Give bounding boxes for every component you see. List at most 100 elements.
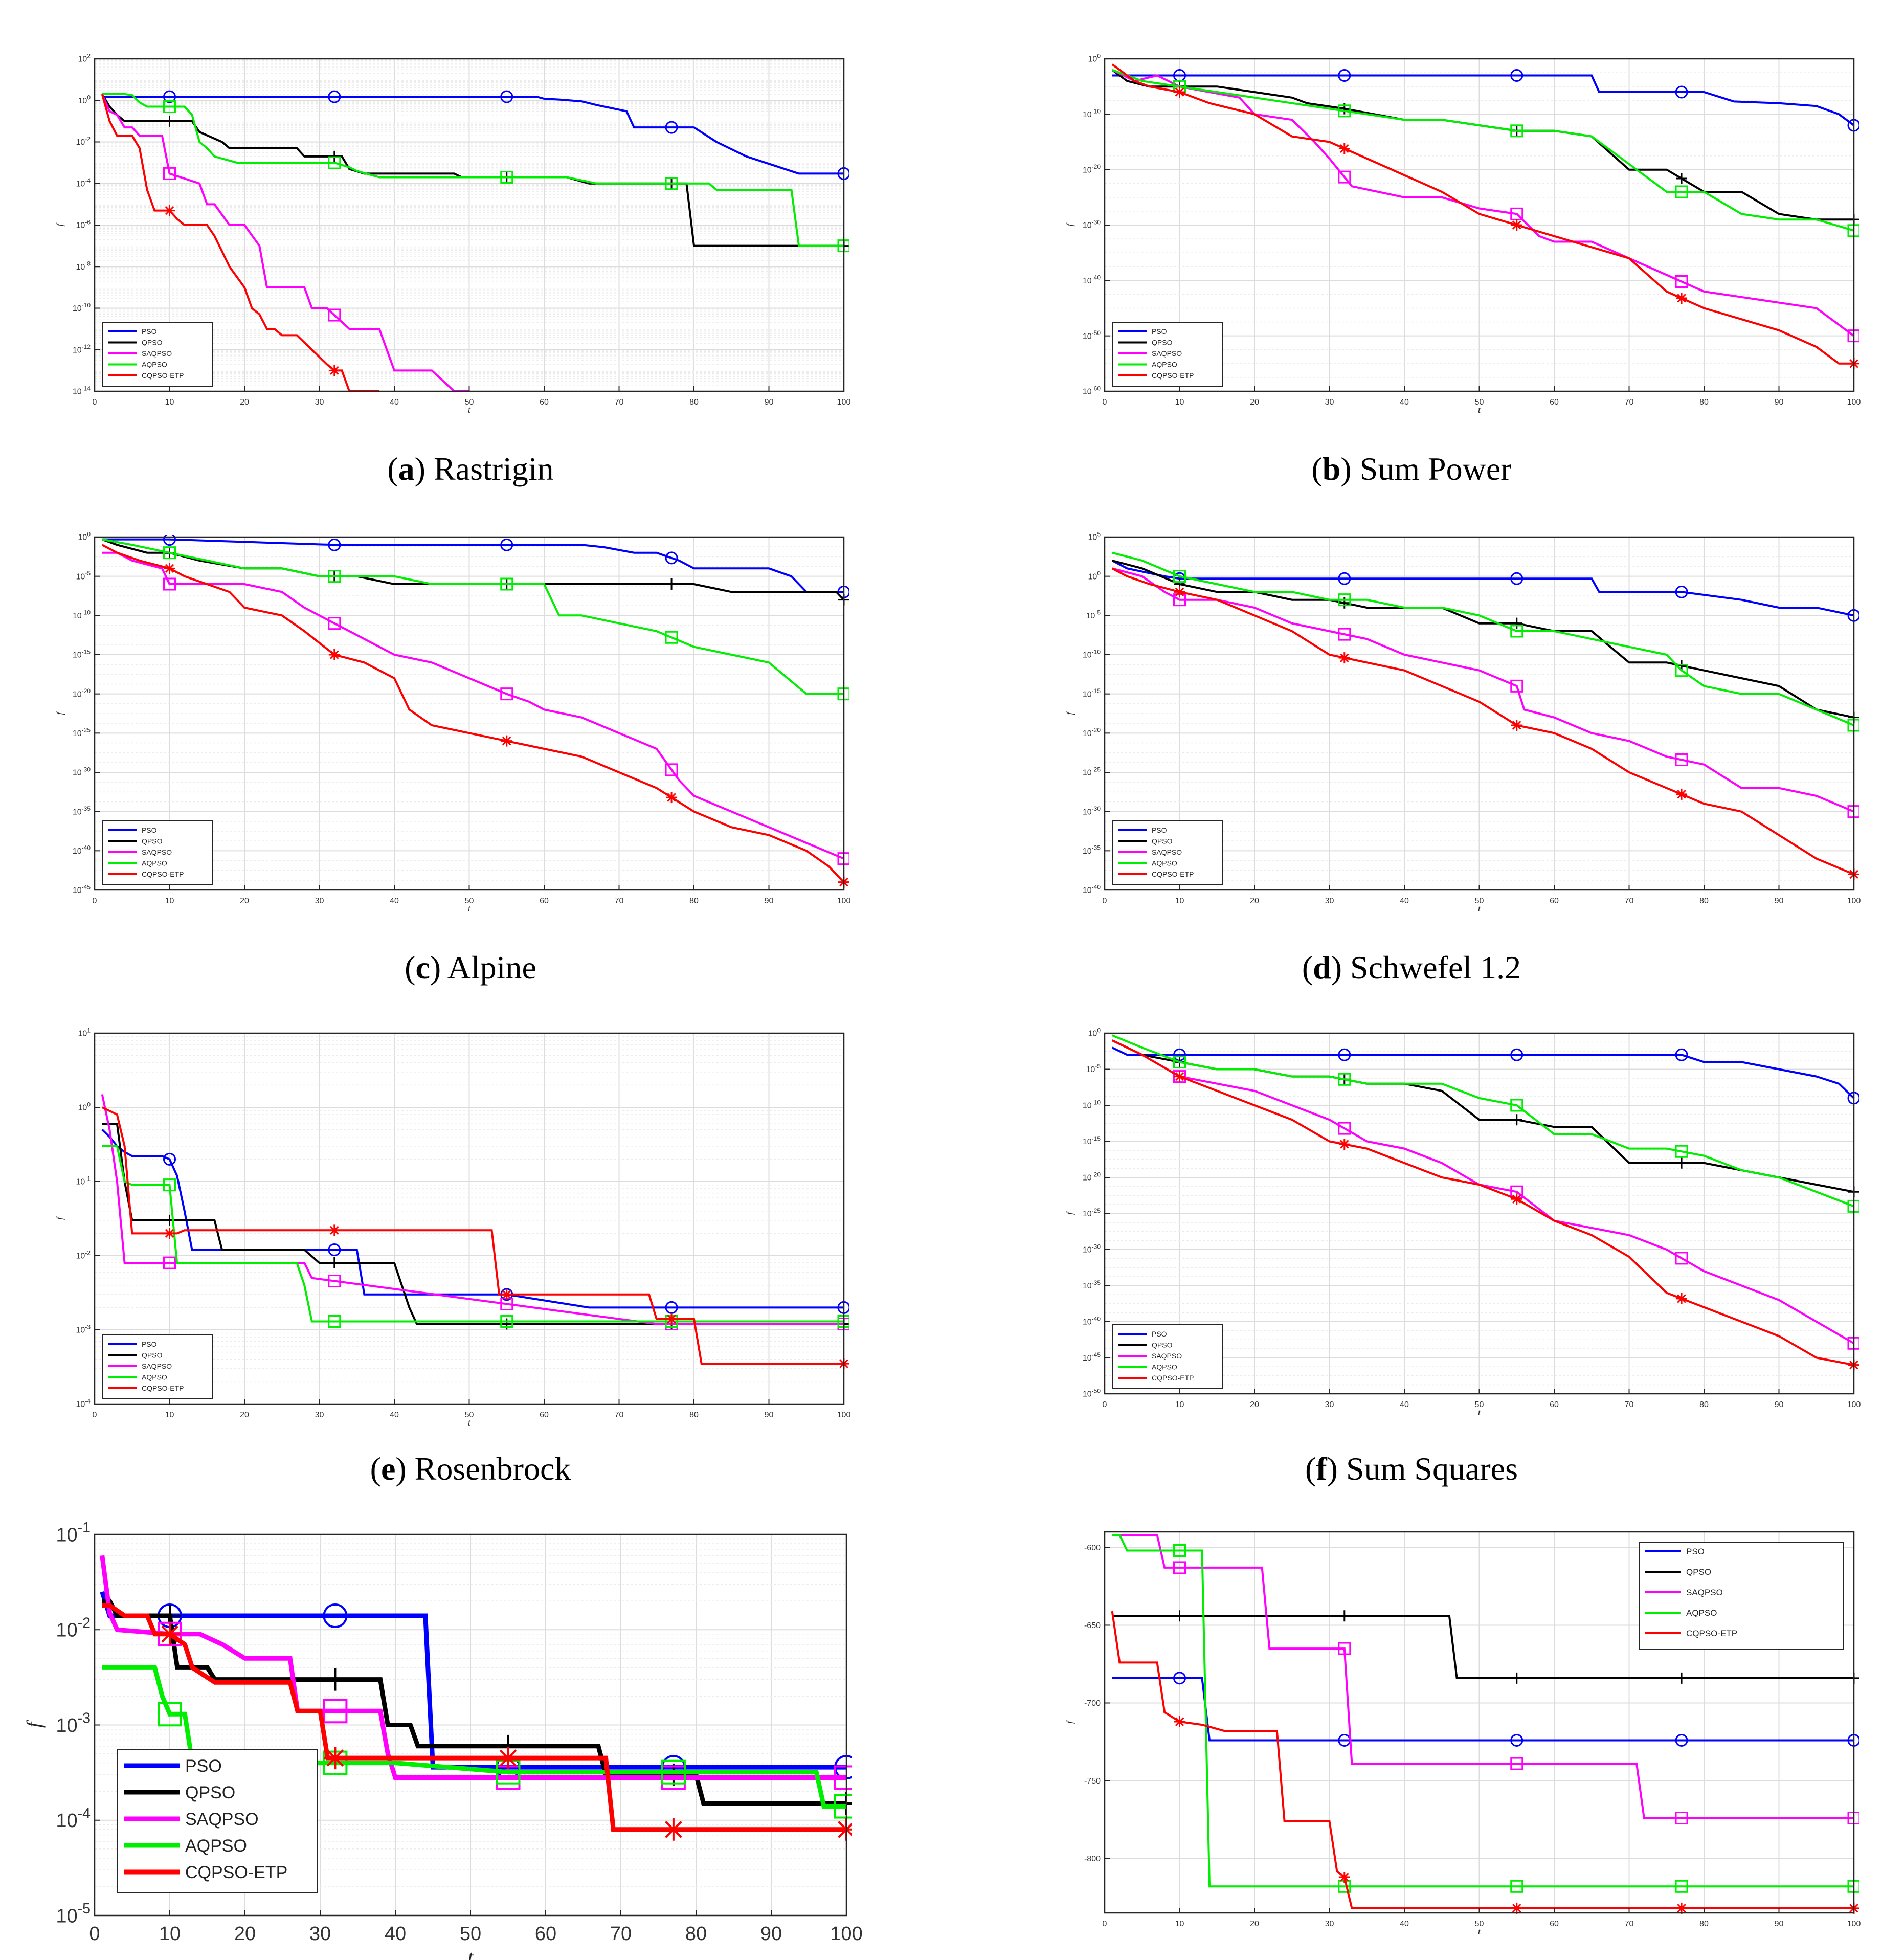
y-tick-label: 10-1	[56, 1520, 91, 1546]
x-tick-label: 90	[1775, 1400, 1784, 1409]
y-tick-label: 10-30	[1083, 1243, 1101, 1254]
x-tick-label: 60	[540, 1411, 549, 1419]
x-axis-label: t	[467, 1946, 474, 1960]
marker-pso	[1510, 572, 1523, 585]
y-tick-label: 10-10	[1083, 1099, 1101, 1110]
marker-qpso	[164, 115, 175, 127]
series-line-saqpso	[100, 1555, 846, 1780]
legend-label-aqpso: AQPSO	[1686, 1608, 1717, 1618]
marker-saqpso	[328, 308, 341, 322]
y-tick-label: 10-60	[1083, 385, 1101, 396]
series-line-cqpso-etp	[101, 94, 379, 392]
y-tick-label: 100	[1088, 570, 1101, 581]
x-tick-label: 40	[385, 1923, 406, 1945]
x-tick-label: 100	[830, 1923, 862, 1945]
marker-cqpso-etp	[1511, 1193, 1522, 1205]
y-tick-label: 10-10	[73, 609, 91, 620]
legend-label-qpso: QPSO	[1152, 1341, 1173, 1349]
legend-label-saqpso: SAQPSO	[185, 1810, 259, 1829]
x-tick-label: 70	[615, 1411, 624, 1419]
marker-saqpso	[1173, 1561, 1186, 1574]
x-tick-label: 100	[837, 897, 851, 905]
x-tick-label: 30	[1325, 1400, 1334, 1409]
chart-a: 0 10 20 30 40 50 60 70 80 90 100 102 100 10-2 10-4 10-6…	[55, 52, 850, 415]
x-tick-label: 70	[1625, 1400, 1634, 1409]
marker-cqpso-etp	[1174, 86, 1185, 98]
chart-h: 0 10 20 30 40 50 60 70 80 90 100 -600 -650 -700 -750 -8…	[1065, 1531, 1861, 1936]
legend-label-qpso: QPSO	[142, 338, 163, 346]
y-tick-label: 10-50	[1083, 329, 1101, 341]
marker-cqpso-etp	[328, 365, 340, 376]
y-tick-label: 10-14	[73, 385, 91, 396]
y-tick-label: 10-35	[73, 805, 91, 816]
series-line-saqpso	[1112, 1534, 1854, 1819]
x-tick-label: 80	[1699, 1400, 1709, 1409]
marker-cqpso-etp	[666, 792, 678, 804]
series-group	[101, 535, 849, 888]
y-axis-label: f	[1065, 711, 1075, 715]
y-tick-label: 10-20	[1083, 163, 1101, 174]
legend-label-saqpso: SAQPSO	[1152, 349, 1182, 358]
marker-cqpso-etp	[1511, 720, 1522, 731]
marker-saqpso	[323, 1699, 348, 1724]
marker-aqpso	[1675, 1145, 1688, 1158]
legend-label-qpso: QPSO	[1152, 837, 1173, 845]
x-tick-label: 0	[93, 398, 97, 407]
y-tick-label: 10-20	[1083, 1171, 1101, 1182]
x-tick-label: 70	[615, 897, 624, 905]
x-tick-label: 100	[1847, 1920, 1861, 1928]
legend-label-saqpso: SAQPSO	[1152, 848, 1182, 856]
series-line-pso	[102, 96, 844, 175]
legend-label-qpso: QPSO	[1152, 338, 1173, 346]
x-tick-label: 60	[540, 897, 549, 905]
marker-cqpso-etp	[1338, 1139, 1350, 1150]
series-line-pso	[1111, 560, 1854, 617]
x-tick-label: 90	[1775, 398, 1784, 407]
y-tick-label: 100	[78, 530, 91, 542]
series-line-cqpso-etp	[101, 544, 845, 883]
series-line-cqpso-etp	[1111, 63, 1854, 365]
y-tick-label: 10-8	[76, 260, 91, 272]
series-line-aqpso	[102, 538, 844, 695]
marker-pso	[1675, 1048, 1688, 1061]
marker-cqpso-etp	[1174, 586, 1185, 598]
marker-pso	[665, 121, 678, 134]
marker-qpso	[1676, 173, 1688, 184]
x-tick-label: 90	[1775, 1920, 1784, 1928]
legend: PSO QPSO SAQPSO AQPSO CQPSO-ETP	[102, 820, 213, 885]
x-tick-label: 0	[1103, 897, 1107, 905]
x-tick-label: 10	[165, 1411, 174, 1419]
y-tick-label: 10-30	[1083, 218, 1101, 230]
x-tick-label: 50	[465, 398, 474, 407]
x-tick-label: 50	[1475, 398, 1484, 407]
marker-saqpso	[1675, 275, 1688, 288]
series-group	[1111, 63, 1859, 369]
legend-label-aqpso: AQPSO	[142, 360, 167, 368]
y-tick-label: 100	[78, 94, 91, 105]
marker-saqpso	[163, 1256, 176, 1269]
marker-aqpso	[1510, 625, 1523, 638]
marker-cqpso-etp	[497, 1747, 520, 1770]
y-tick-label: 102	[78, 52, 91, 63]
x-tick-label: 10	[165, 897, 174, 905]
x-axis-label: t	[468, 1417, 471, 1428]
x-tick-label: 30	[315, 398, 324, 407]
marker-qpso	[1676, 1157, 1688, 1169]
x-tick-label: 40	[1400, 897, 1409, 905]
series-group	[101, 90, 849, 392]
y-tick-label: 10-40	[1083, 883, 1101, 895]
legend-label-saqpso: SAQPSO	[142, 349, 172, 358]
marker-cqpso-etp	[666, 1313, 678, 1325]
x-tick-label: 80	[1699, 1920, 1709, 1928]
x-tick-label: 60	[1550, 398, 1559, 407]
x-tick-label: 20	[240, 1411, 249, 1419]
series-line-aqpso	[102, 1145, 844, 1323]
series-line-cqpso-etp	[1111, 567, 1854, 876]
x-tick-label: 30	[309, 1923, 331, 1945]
y-tick-label: -600	[1084, 1544, 1101, 1552]
x-axis-label: t	[1478, 405, 1481, 415]
marker-pso	[323, 1603, 348, 1629]
y-tick-label: 10-3	[76, 1323, 91, 1334]
x-tick-label: 40	[1400, 1920, 1409, 1928]
series-line-saqpso	[101, 94, 469, 392]
